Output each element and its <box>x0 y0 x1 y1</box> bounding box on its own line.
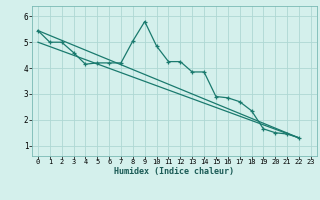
X-axis label: Humidex (Indice chaleur): Humidex (Indice chaleur) <box>115 167 234 176</box>
